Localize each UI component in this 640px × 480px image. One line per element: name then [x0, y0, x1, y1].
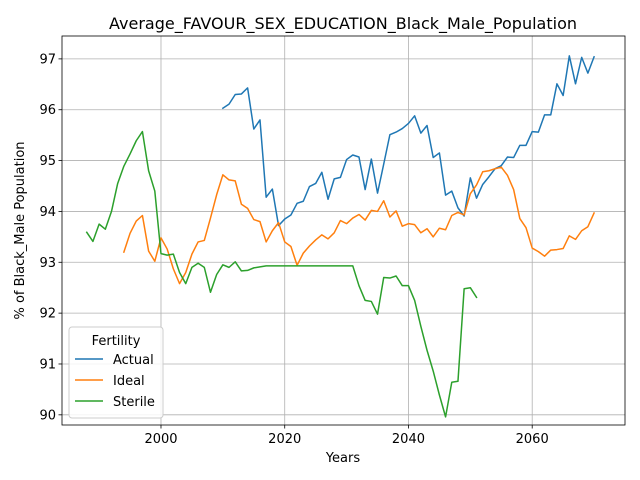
axis-ticks: 2000 2020 2040 2060 90 91 92 93 94 95 96 97: [39, 52, 548, 447]
y-tick-label: 90: [39, 408, 56, 423]
plot-frame: [61, 35, 626, 426]
legend-label-actual: Actual: [113, 353, 154, 368]
x-tick-label: 2000: [144, 432, 177, 447]
y-tick-label: 92: [39, 307, 56, 322]
grid-lines: [62, 36, 625, 425]
chart-title: Average_FAVOUR_SEX_EDUCATION_Black_Male_…: [109, 14, 577, 34]
legend-title: Fertility: [92, 334, 141, 349]
legend-label-sterile: Sterile: [113, 395, 155, 410]
series-line-actual: [221, 55, 596, 227]
series-line-sterile: [85, 130, 478, 418]
y-tick-label: 94: [39, 205, 56, 220]
y-axis-label: % of Black_Male Population: [13, 141, 28, 319]
x-tick-label: 2020: [268, 432, 301, 447]
series-lines: [85, 55, 596, 418]
legend-box: [68, 326, 164, 419]
y-tick-label: 95: [39, 154, 56, 169]
y-tick-label: 97: [39, 52, 56, 67]
series-line-ideal: [122, 166, 596, 285]
x-axis-label: Years: [325, 451, 361, 466]
x-tick-label: 2040: [392, 432, 425, 447]
x-tick-label: 2060: [516, 432, 549, 447]
legend: Fertility Actual Ideal Sterile: [68, 326, 164, 419]
y-tick-label: 91: [39, 357, 56, 372]
legend-label-ideal: Ideal: [113, 374, 145, 389]
y-tick-label: 96: [39, 103, 56, 118]
y-tick-label: 93: [39, 256, 56, 271]
